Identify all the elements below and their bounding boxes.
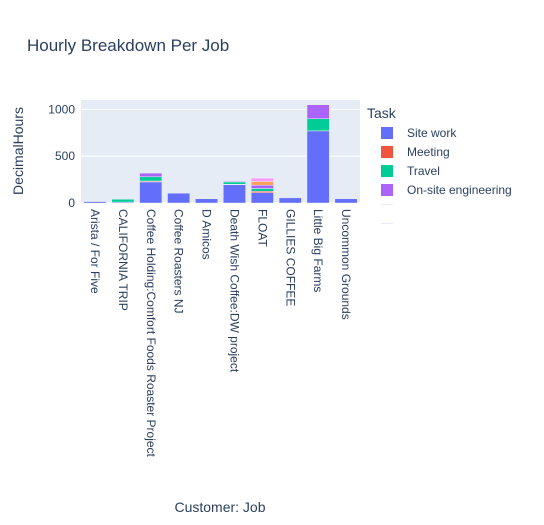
bar-segment[interactable] <box>250 177 274 182</box>
chart-title: Hourly Breakdown Per Job <box>27 36 229 55</box>
legend-swatch <box>381 204 393 205</box>
bar-segment[interactable] <box>195 198 218 204</box>
x-tick-label: Death Wish Coffee:DW project <box>227 209 241 373</box>
x-tick-label: Arista / For Five <box>88 209 102 294</box>
bar-segment[interactable] <box>250 184 274 189</box>
bar-segment[interactable] <box>223 184 246 204</box>
y-axis-title: DecimalHours <box>10 107 26 195</box>
bar-segment[interactable] <box>139 176 163 182</box>
legend-label[interactable]: Travel <box>407 164 440 178</box>
bar-segment[interactable] <box>223 181 246 185</box>
legend-swatch <box>381 223 393 224</box>
x-tick-label: FLOAT <box>255 209 269 247</box>
bar-segment[interactable] <box>250 181 274 186</box>
bar-segment[interactable] <box>167 192 191 204</box>
x-tick-label: Coffee Roasters NJ <box>172 209 186 314</box>
y-tick-label: 0 <box>68 196 75 210</box>
bar-segment[interactable] <box>278 197 302 204</box>
bar-segment[interactable] <box>250 188 274 192</box>
legend: Task Site work Meeting Travel On-site engin… <box>367 105 512 224</box>
legend-swatch <box>381 165 393 177</box>
legend-swatch <box>381 184 393 196</box>
bar-segment[interactable] <box>334 198 358 204</box>
x-tick-label: GILLIES COFFEE <box>283 209 297 306</box>
bar-segment[interactable] <box>250 192 274 204</box>
legend-swatch <box>381 127 393 139</box>
legend-label[interactable]: Meeting <box>407 145 450 159</box>
x-axis-title: Customer: Job <box>174 499 265 515</box>
legend-title: Task <box>367 105 397 121</box>
x-tick-label: D Amicos <box>200 209 214 260</box>
y-tick-label: 500 <box>55 149 75 163</box>
bar-segment[interactable] <box>306 103 330 105</box>
bar-segment[interactable] <box>83 201 107 204</box>
bar-segment[interactable] <box>111 199 135 203</box>
x-tick-label: Coffee Holding:Comfort Foods Roaster Pro… <box>144 209 158 458</box>
legend-swatch <box>381 146 393 158</box>
bar-segment[interactable] <box>306 118 330 132</box>
bar-segment[interactable] <box>139 172 163 174</box>
legend-label[interactable]: On-site engineering <box>407 183 512 197</box>
x-tick-label: CALIFORNIA TRIP <box>116 209 130 311</box>
x-tick-label: Uncommon Grounds <box>339 209 353 320</box>
bar-segment[interactable] <box>139 181 163 204</box>
x-tick-label: Little Big Farms <box>311 209 325 292</box>
y-tick-label: 1000 <box>48 102 75 116</box>
bar-segment[interactable] <box>306 130 330 204</box>
bar-segment[interactable] <box>306 104 330 119</box>
bar-segment[interactable] <box>139 172 163 178</box>
bar-segment[interactable] <box>223 179 246 181</box>
legend-label[interactable]: Site work <box>407 126 457 140</box>
